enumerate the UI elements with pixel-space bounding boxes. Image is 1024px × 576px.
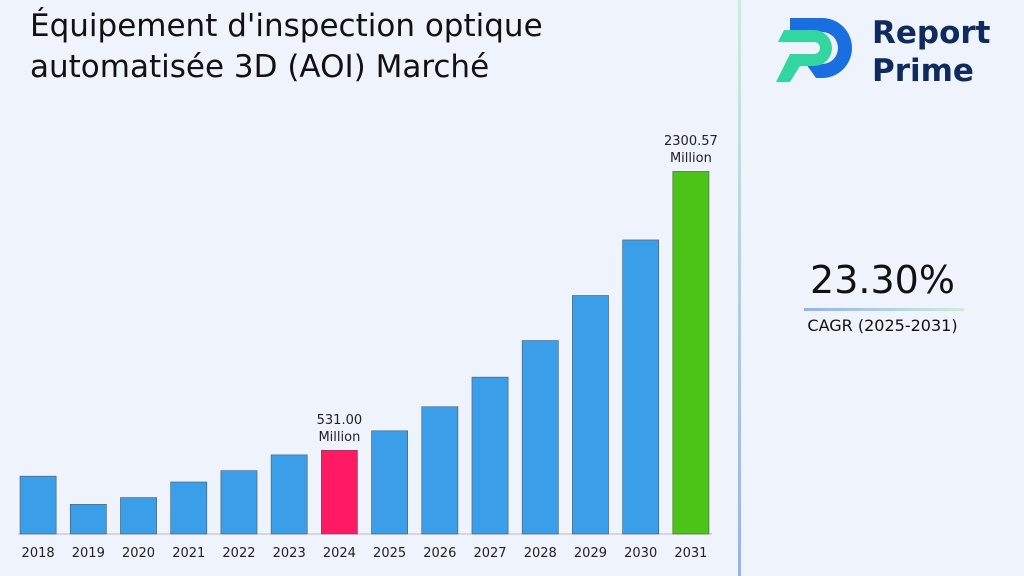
bar [220,470,258,535]
x-tick-label: 2028 [524,546,557,561]
underline [804,308,964,311]
cagr-value: 23.30% [810,258,955,302]
x-tick-label: 2024 [323,546,356,561]
bar [19,475,57,535]
value-label: 2300.57 Million [664,134,718,167]
x-tick-label: 2029 [574,546,607,561]
logo-text: Report Prime [872,14,991,90]
x-tick-label: 2027 [473,546,506,561]
bar [471,376,509,535]
bar [321,450,358,535]
x-tick-label: 2022 [222,546,255,561]
x-tick-label: 2025 [373,546,406,561]
logo-icon [776,18,852,82]
x-tick-label: 2023 [273,546,306,561]
divider [738,0,741,576]
bar [69,504,107,535]
x-tick-label: 2030 [624,546,657,561]
bar [521,340,559,535]
x-tick-label: 2019 [72,546,105,561]
bar [622,239,660,535]
chart-title: Équipement d'inspection optique automati… [30,8,543,85]
logo-line: Report [872,15,991,51]
bar [672,171,710,535]
bar [371,430,408,535]
bar [421,406,459,535]
x-tick-label: 2031 [674,546,707,561]
logo-line: Prime [872,53,974,89]
x-tick-label: 2018 [22,546,55,561]
bar [120,497,157,535]
x-tick-label: 2020 [122,546,155,561]
value-label: 531.00 Million [316,413,363,446]
bar [270,454,308,535]
bar [170,481,208,535]
x-tick-label: 2026 [423,546,456,561]
bar [572,295,609,535]
cagr-label: CAGR (2025-2031) [807,316,958,335]
x-tick-label: 2021 [172,546,205,561]
